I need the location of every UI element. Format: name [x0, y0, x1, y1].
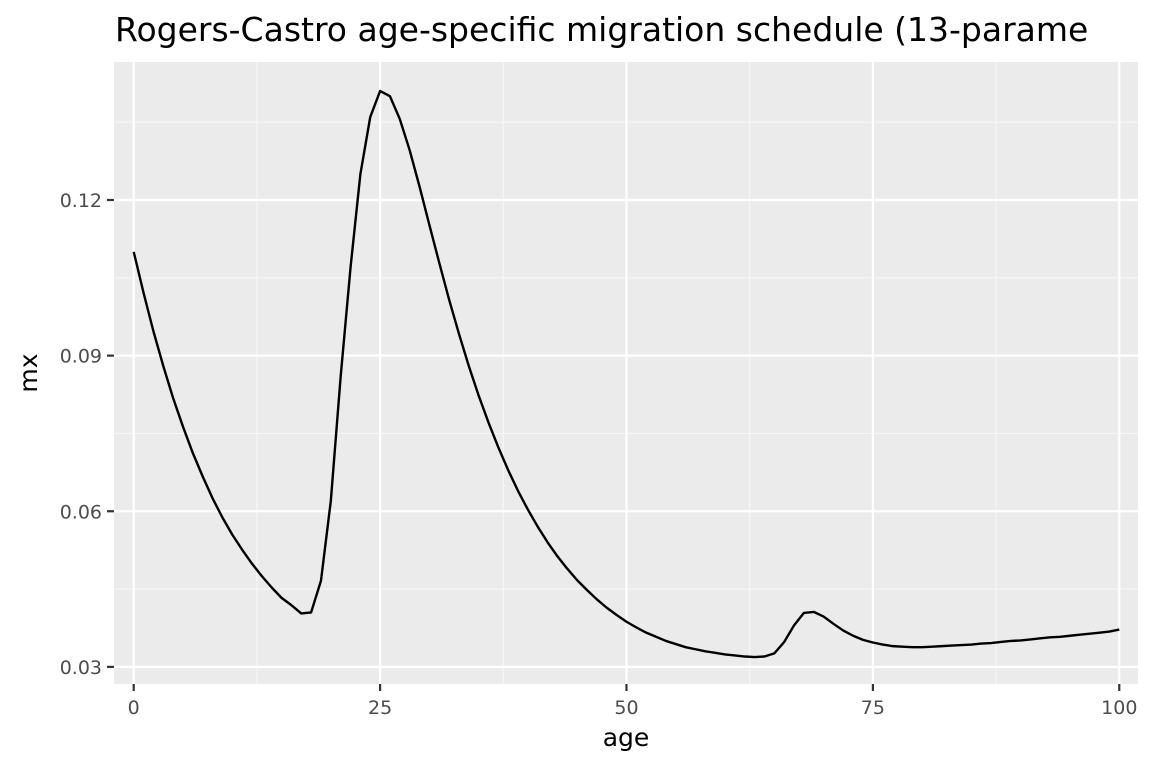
y-tick-label: 0.03 — [60, 657, 102, 679]
x-axis: 0 25 50 75 100 — [128, 684, 1137, 719]
chart-title: Rogers-Castro age-specific migration sch… — [115, 10, 1088, 49]
series-line — [132, 89, 1120, 659]
grid-major — [114, 62, 1138, 684]
x-tick-label: 25 — [368, 697, 392, 719]
x-tick-label: 0 — [128, 697, 140, 719]
y-tick-label: 0.06 — [60, 501, 102, 523]
x-tick-label: 50 — [614, 697, 638, 719]
y-axis: 0.03 0.06 0.09 0.12 — [60, 190, 114, 679]
x-tick-label: 75 — [861, 697, 885, 719]
y-axis-title: mx — [14, 353, 43, 392]
x-axis-title: age — [603, 723, 650, 752]
y-tick-label: 0.09 — [60, 346, 102, 368]
series-layer — [132, 89, 1120, 659]
y-tick-label: 0.12 — [60, 190, 102, 212]
x-tick-label: 100 — [1101, 697, 1137, 719]
